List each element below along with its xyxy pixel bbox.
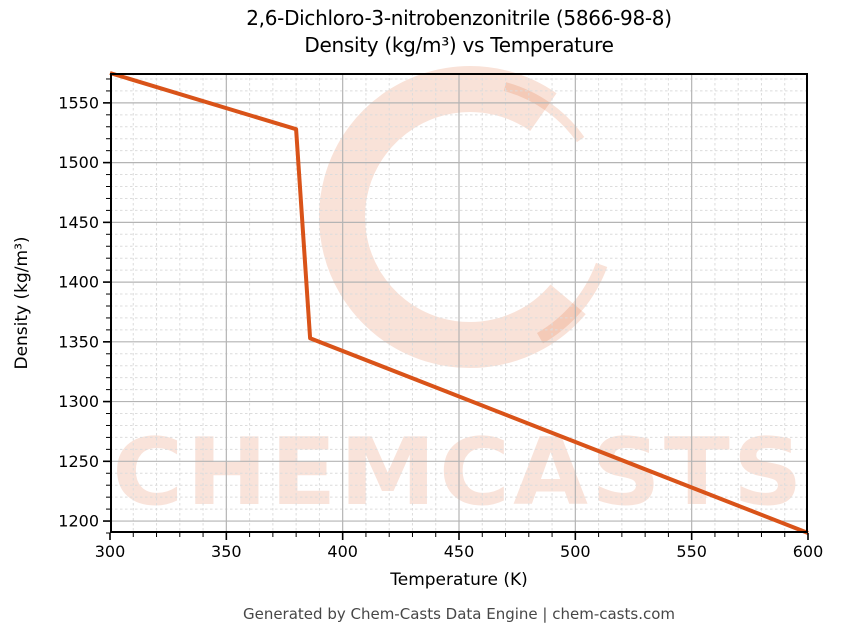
chart-title: 2,6-Dichloro-3-nitrobenzonitrile (5866-9… (110, 5, 808, 59)
y-tick-label: 1250 (58, 452, 99, 471)
chemcasts-logo-bottom-sliver-icon (536, 262, 608, 344)
x-tick-label: 450 (444, 542, 475, 561)
plot-canvas: 300 350 400 450 500 550 600 1200 1250 1300 1350 140… (58, 66, 823, 561)
chart-title-line1: 2,6-Dichloro-3-nitrobenzonitrile (5866-9… (246, 6, 672, 30)
x-tick-label: 550 (676, 542, 707, 561)
footer-credit: Generated by Chem-Casts Data Engine | ch… (242, 605, 676, 623)
plot-spines (110, 73, 808, 533)
x-tick-label: 300 (95, 542, 126, 561)
x-tick-label: 600 (793, 542, 824, 561)
y-tick-label: 1350 (58, 332, 99, 351)
y-tick-label: 1450 (58, 213, 99, 232)
x-tick-label: 500 (560, 542, 591, 561)
plot-area: CHEMCASTS 300 350 400 450 500 550 600 1200 1250 1… (58, 66, 823, 561)
x-tick-label: 400 (327, 542, 358, 561)
chart-title-line2: Density (kg/m³) vs Temperature (304, 33, 614, 57)
y-tick-label: 1200 (58, 512, 99, 531)
x-axis-label: Temperature (K) (390, 570, 528, 590)
y-tick-label: 1300 (58, 392, 99, 411)
series-line-density (109, 71, 809, 535)
y-tick-label: 1550 (58, 93, 99, 112)
x-tick-label: 350 (211, 542, 242, 561)
y-axis-label: Density (kg/m³) (12, 236, 32, 370)
y-tick-label: 1400 (58, 273, 99, 292)
chemcasts-c-swirl-logo-icon (319, 66, 586, 368)
y-tick-label: 1500 (58, 153, 99, 172)
